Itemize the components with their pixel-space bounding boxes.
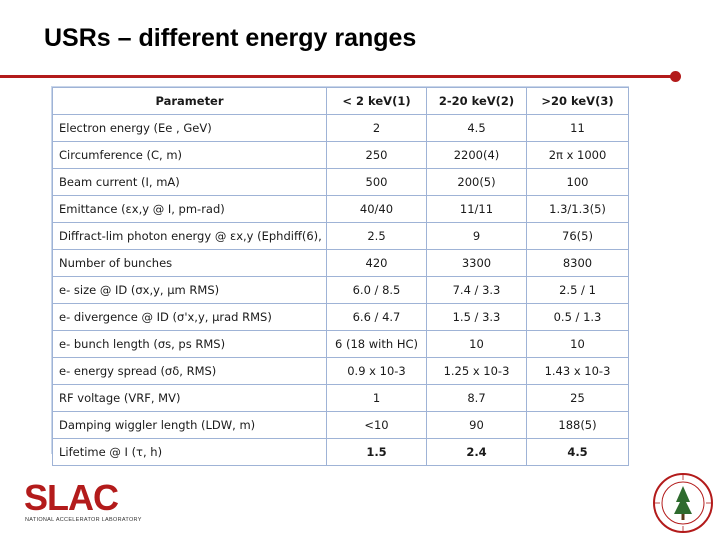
value-e-size-col1: 6.0 / 8.5 [326,276,427,304]
table-row: RF voltage (VRF, MV) 1 8.7 25 [52,384,629,412]
value-emittance-col3: 1.3/1.3(5) [526,195,629,223]
table-row: e- divergence @ ID (σ'x,y, μrad RMS) 6.6 … [52,303,629,331]
slac-logo: SLAC NATIONAL ACCELERATOR LABORATORY [22,480,148,524]
value-circumference-col2: 2200(4) [426,141,527,169]
value-beam-current-col3: 100 [526,168,629,196]
param-number-of-bunches: Number of bunches [52,249,327,277]
value-e-energy-spread-col1: 0.9 x 10-3 [326,357,427,385]
value-e-divergence-col2: 1.5 / 3.3 [426,303,527,331]
table-row: Lifetime @ I (τ, h) 1.5 2.4 4.5 [52,438,629,466]
header-above-20kev: >20 keV(3) [526,87,629,115]
value-e-bunch-length-col2: 10 [426,330,527,358]
value-circumference-col3: 2π x 1000 [526,141,629,169]
title-underline [0,75,676,78]
param-electron-energy: Electron energy (Ee , GeV) [52,114,327,142]
value-electron-energy-col3: 11 [526,114,629,142]
value-electron-energy-col1: 2 [326,114,427,142]
table-row: e- bunch length (σs, ps RMS) 6 (18 with H… [52,330,629,358]
value-circumference-col1: 250 [326,141,427,169]
header-parameter: Parameter [52,87,327,115]
param-e-divergence: e- divergence @ ID (σ'x,y, μrad RMS) [52,303,327,331]
table-row: Damping wiggler length (LDW, m) <10 90 188(… [52,411,629,439]
value-diffract-lim-photon-energy-col3: 76(5) [526,222,629,250]
parameter-table: Parameter < 2 keV(1) 2-20 keV(2) >20 keV… [52,87,629,466]
value-diffract-lim-photon-energy-col1: 2.5 [326,222,427,250]
value-e-energy-spread-col2: 1.25 x 10-3 [426,357,527,385]
title-underline-dot [670,71,681,82]
value-rf-voltage-col2: 8.7 [426,384,527,412]
param-beam-current: Beam current (I, mA) [52,168,327,196]
table-row: e- size @ ID (σx,y, μm RMS) 6.0 / 8.5 7.4 … [52,276,629,304]
header-below-2kev: < 2 keV(1) [326,87,427,115]
slac-logo-subtitle: NATIONAL ACCELERATOR LABORATORY [25,517,142,523]
table-row: Emittance (εx,y @ I, pm-rad) 40/40 11/11 1.… [52,195,629,223]
value-lifetime-col1: 1.5 [326,438,427,466]
value-e-divergence-col3: 0.5 / 1.3 [526,303,629,331]
value-rf-voltage-col1: 1 [326,384,427,412]
value-beam-current-col1: 500 [326,168,427,196]
param-lifetime: Lifetime @ I (τ, h) [52,438,327,466]
table-header-row: Parameter < 2 keV(1) 2-20 keV(2) >20 keV… [52,87,629,115]
value-beam-current-col2: 200(5) [426,168,527,196]
table-row: Diffract-lim photon energy @ εx,y (Ephdi… [52,222,629,250]
table-row: Beam current (I, mA) 500 200(5) 100 [52,168,629,196]
value-number-of-bunches-col3: 8300 [526,249,629,277]
value-number-of-bunches-col2: 3300 [426,249,527,277]
header-2-20kev: 2-20 keV(2) [426,87,527,115]
value-e-size-col2: 7.4 / 3.3 [426,276,527,304]
param-emittance: Emittance (εx,y @ I, pm-rad) [52,195,327,223]
value-emittance-col1: 40/40 [326,195,427,223]
table-row: e- energy spread (σδ, RMS) 0.9 x 10-3 1.25… [52,357,629,385]
table-row: Circumference (C, m) 250 2200(4) 2π x 1000 [52,141,629,169]
value-e-divergence-col1: 6.6 / 4.7 [326,303,427,331]
param-circumference: Circumference (C, m) [52,141,327,169]
parameter-table-container: Parameter < 2 keV(1) 2-20 keV(2) >20 keV… [52,87,629,466]
slide-title: USRs – different energy ranges [44,24,417,52]
value-lifetime-col2: 2.4 [426,438,527,466]
param-e-energy-spread: e- energy spread (σδ, RMS) [52,357,327,385]
value-diffract-lim-photon-energy-col2: 9 [426,222,527,250]
value-emittance-col2: 11/11 [426,195,527,223]
value-lifetime-col3: 4.5 [526,438,629,466]
university-seal-icon [653,473,713,533]
value-number-of-bunches-col1: 420 [326,249,427,277]
table-row: Electron energy (Ee , GeV) 2 4.5 11 [52,114,629,142]
value-e-size-col3: 2.5 / 1 [526,276,629,304]
value-damping-wiggler-length-col2: 90 [426,411,527,439]
value-e-bunch-length-col1: 6 (18 with HC) [326,330,427,358]
param-rf-voltage: RF voltage (VRF, MV) [52,384,327,412]
value-damping-wiggler-length-col1: <10 [326,411,427,439]
param-e-bunch-length: e- bunch length (σs, ps RMS) [52,330,327,358]
table-body: Electron energy (Ee , GeV) 2 4.5 11 Circumfe… [52,114,629,466]
value-electron-energy-col2: 4.5 [426,114,527,142]
value-rf-voltage-col3: 25 [526,384,629,412]
param-e-size: e- size @ ID (σx,y, μm RMS) [52,276,327,304]
value-damping-wiggler-length-col3: 188(5) [526,411,629,439]
param-damping-wiggler-length: Damping wiggler length (LDW, m) [52,411,327,439]
value-e-bunch-length-col3: 10 [526,330,629,358]
param-diffract-lim-photon-energy: Diffract-lim photon energy @ εx,y (Ephdi… [52,222,327,250]
value-e-energy-spread-col3: 1.43 x 10-3 [526,357,629,385]
table-row: Number of bunches 420 3300 8300 [52,249,629,277]
slac-logo-text: SLAC [24,477,119,518]
